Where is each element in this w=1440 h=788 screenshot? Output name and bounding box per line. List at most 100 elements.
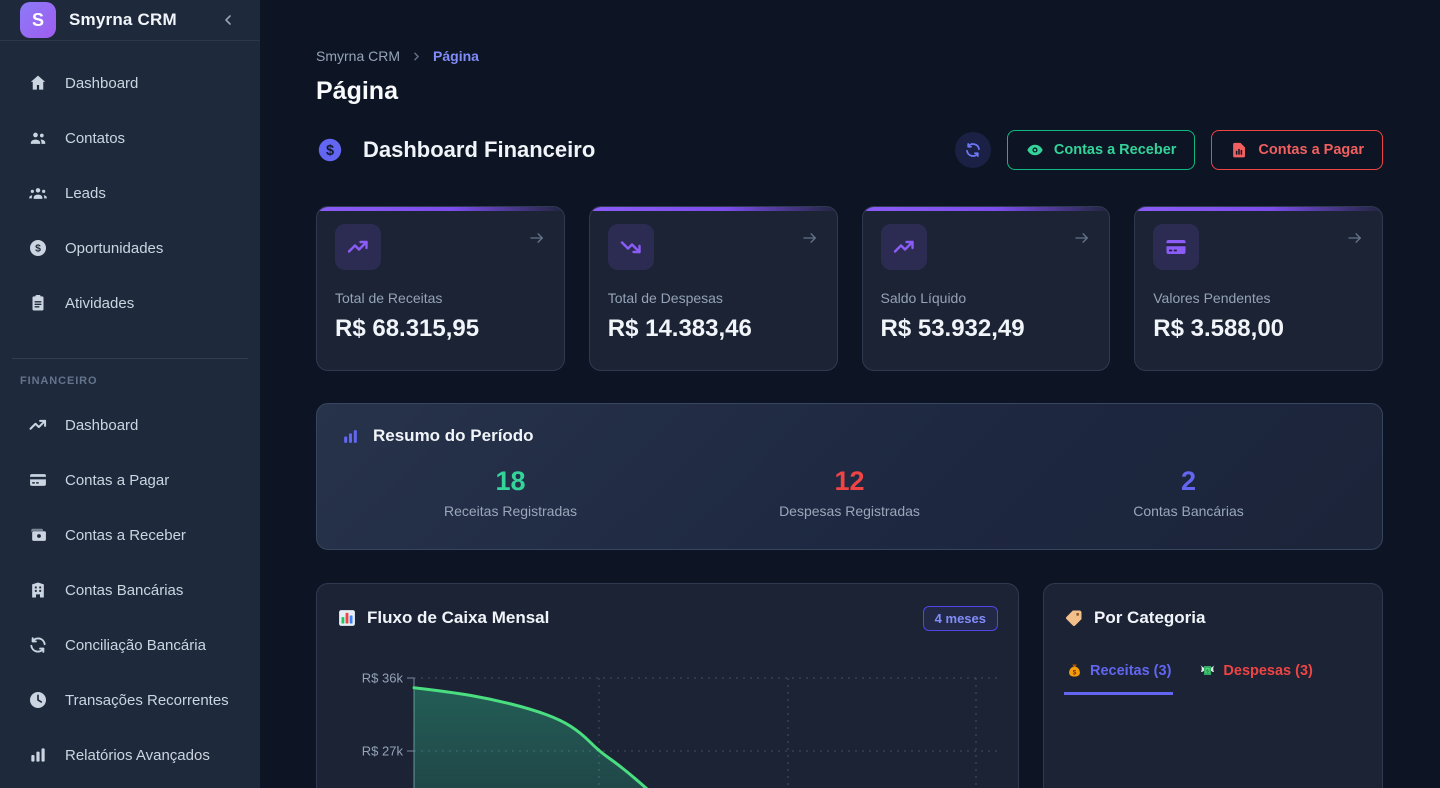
sidebar-item-leads[interactable]: Leads <box>12 171 248 215</box>
money-bag-emoji-icon: $ <box>1066 662 1083 679</box>
sidebar-item-label: Contas a Pagar <box>65 471 170 489</box>
breadcrumb-current[interactable]: Página <box>433 48 479 64</box>
bar-chart-icon <box>28 745 48 765</box>
summary-stat-label: Contas Bancárias <box>1133 503 1244 519</box>
tag-icon <box>1064 608 1084 628</box>
card-accent-strip <box>317 207 564 211</box>
cashflow-chart: R$ 36k R$ 27k <box>337 654 998 788</box>
trending-up-icon <box>892 235 916 259</box>
sidebar-item-label: Contatos <box>65 129 126 147</box>
sidebar-item-dashboard[interactable]: Dashboard <box>12 403 248 447</box>
summary-stat-label: Receitas Registradas <box>443 503 578 519</box>
chevron-left-icon <box>220 12 236 28</box>
tab-label: Receitas (3) <box>1090 662 1172 679</box>
tab-despesas-3[interactable]: $ Despesas (3) <box>1197 662 1314 695</box>
summary-stats: 18 Receitas Registradas 12 Despesas Regi… <box>341 466 1358 519</box>
sidebar-item-oportunidades[interactable]: $ Oportunidades <box>12 226 248 270</box>
stat-value: R$ 14.383,46 <box>607 315 752 342</box>
groups-icon <box>28 183 48 203</box>
stat-icon-box <box>880 224 927 270</box>
bar-chart-emoji-icon <box>337 608 357 628</box>
page-title: Página <box>316 77 398 105</box>
eye-icon <box>1026 141 1044 159</box>
header-actions: Contas a Receber Contas a Pagar <box>954 130 1383 170</box>
breadcrumb-root-link[interactable]: Smyrna CRM <box>316 48 401 64</box>
breadcrumb: Smyrna CRM Página <box>316 48 1383 64</box>
summary-stat-label: Despesas Registradas <box>779 503 920 519</box>
sidebar-item-label: Transações Recorrentes <box>65 691 229 709</box>
stat-value: R$ 53.932,49 <box>880 315 1025 342</box>
tab-label: Despesas (3) <box>1223 662 1313 679</box>
arrow-right-icon <box>1346 229 1364 247</box>
period-summary-panel: Resumo do Período 18 Receitas Registrada… <box>316 403 1383 550</box>
stat-card-saldo-liquido[interactable]: Saldo Líquido R$ 53.932,49 <box>861 206 1111 371</box>
sidebar-item-relatorios-avancados[interactable]: Relatórios Avançados <box>12 733 248 777</box>
stat-label: Total de Receitas <box>335 290 443 306</box>
money-wings-emoji-icon: $ <box>1199 662 1216 679</box>
arrow-right-icon <box>801 229 819 247</box>
chevron-right-icon <box>410 50 423 63</box>
stat-label: Saldo Líquido <box>880 290 967 306</box>
sidebar-collapse-button[interactable] <box>216 8 240 32</box>
sidebar-item-label: Leads <box>65 184 106 202</box>
arrow-right-icon <box>528 229 546 247</box>
people-icon <box>28 128 48 148</box>
app-title: Smyrna CRM <box>69 10 177 29</box>
summary-stat-despesas-registradas: 12 Despesas Registradas <box>680 466 1019 519</box>
card-accent-strip <box>589 207 837 211</box>
summary-stat-value: 2 <box>1180 466 1197 496</box>
stat-icon-box <box>335 224 381 270</box>
svg-text:$: $ <box>35 244 41 255</box>
sidebar-item-label: Atividades <box>65 294 135 312</box>
contas-a-pagar-button[interactable]: Contas a Pagar <box>1211 130 1383 170</box>
sidebar-item-label: Relatórios Avançados <box>65 746 210 764</box>
file-chart-icon <box>1230 141 1248 159</box>
bottom-row: Fluxo de Caixa Mensal 4 meses R$ 36k R$ 2… <box>316 583 1383 788</box>
sidebar-item-conciliacao-bancaria[interactable]: Conciliação Bancária <box>12 623 248 667</box>
sidebar-item-label: Conciliação Bancária <box>65 636 206 654</box>
wallet-icon <box>28 525 48 545</box>
sidebar-item-contas-bancarias[interactable]: Contas Bancárias <box>12 568 248 612</box>
home-icon <box>28 73 48 93</box>
sidebar-item-dashboard[interactable]: Dashboard <box>12 61 248 105</box>
credit-card-icon <box>1164 235 1188 259</box>
cashflow-panel: Fluxo de Caixa Mensal 4 meses R$ 36k R$ 2… <box>316 583 1019 788</box>
sidebar-item-label: Dashboard <box>65 74 139 92</box>
sidebar-item-label: Contas a Receber <box>65 526 186 544</box>
svg-text:$: $ <box>1207 668 1210 673</box>
card-accent-strip <box>862 207 1110 211</box>
sidebar-item-contatos[interactable]: Contatos <box>12 116 248 160</box>
credit-card-icon <box>28 470 48 490</box>
sync-button[interactable] <box>954 132 991 168</box>
trending-down-icon <box>619 235 643 259</box>
category-title: Por Categoria <box>1094 608 1206 627</box>
stat-card-total-de-despesas[interactable]: Total de Despesas R$ 14.383,46 <box>588 206 838 371</box>
sidebar-item-atividades[interactable]: Atividades <box>12 281 248 325</box>
bank-icon <box>28 580 48 600</box>
sidebar-item-transacoes-recorrentes[interactable]: Transações Recorrentes <box>12 678 248 722</box>
dollar-circle-icon: $ <box>28 238 48 258</box>
dashboard-title: Dashboard Financeiro <box>363 137 596 162</box>
period-badge[interactable]: 4 meses <box>922 605 998 631</box>
svg-text:R$ 27k: R$ 27k <box>362 744 404 759</box>
stat-card-total-de-receitas[interactable]: Total de Receitas R$ 68.315,95 <box>316 206 565 371</box>
sidebar-nav-financeiro: Dashboard Contas a Pagar Contas a Recebe… <box>0 403 260 788</box>
sidebar-divider <box>12 358 248 359</box>
summary-stat-value: 12 <box>834 466 865 496</box>
clock-icon <box>28 690 48 710</box>
app-logo[interactable]: S <box>20 2 56 38</box>
contas-a-receber-button[interactable]: Contas a Receber <box>1006 130 1196 170</box>
bar-chart-icon <box>341 427 360 446</box>
sidebar-item-contas-a-pagar[interactable]: Contas a Pagar <box>12 458 248 502</box>
sidebar-item-contas-a-receber[interactable]: Contas a Receber <box>12 513 248 557</box>
stat-label: Total de Despesas <box>607 290 723 306</box>
trending-up-icon <box>346 235 370 259</box>
tab-receitas-3[interactable]: $ Receitas (3) <box>1064 662 1174 695</box>
main-content: Smyrna CRM Página Página $ Dashboard Fin… <box>260 0 1440 788</box>
stat-card-valores-pendentes[interactable]: Valores Pendentes R$ 3.588,00 <box>1134 206 1383 371</box>
sync-icon <box>28 635 48 655</box>
button-label: Contas a Pagar <box>1258 142 1364 158</box>
stat-value: R$ 68.315,95 <box>335 315 480 342</box>
card-accent-strip <box>1135 207 1382 211</box>
category-tabs: $ Receitas (3) $ Despesas (3) <box>1064 662 1362 695</box>
